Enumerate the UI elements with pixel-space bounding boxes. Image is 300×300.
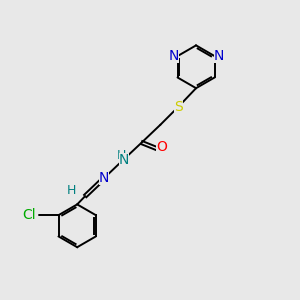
Text: N: N bbox=[119, 153, 129, 167]
Text: O: O bbox=[157, 140, 167, 154]
Text: H: H bbox=[116, 148, 126, 162]
Text: N: N bbox=[214, 49, 224, 63]
Text: N: N bbox=[99, 171, 109, 185]
Text: N: N bbox=[168, 49, 178, 63]
Text: H: H bbox=[67, 184, 76, 196]
Text: S: S bbox=[174, 100, 183, 114]
Text: Cl: Cl bbox=[22, 208, 36, 222]
